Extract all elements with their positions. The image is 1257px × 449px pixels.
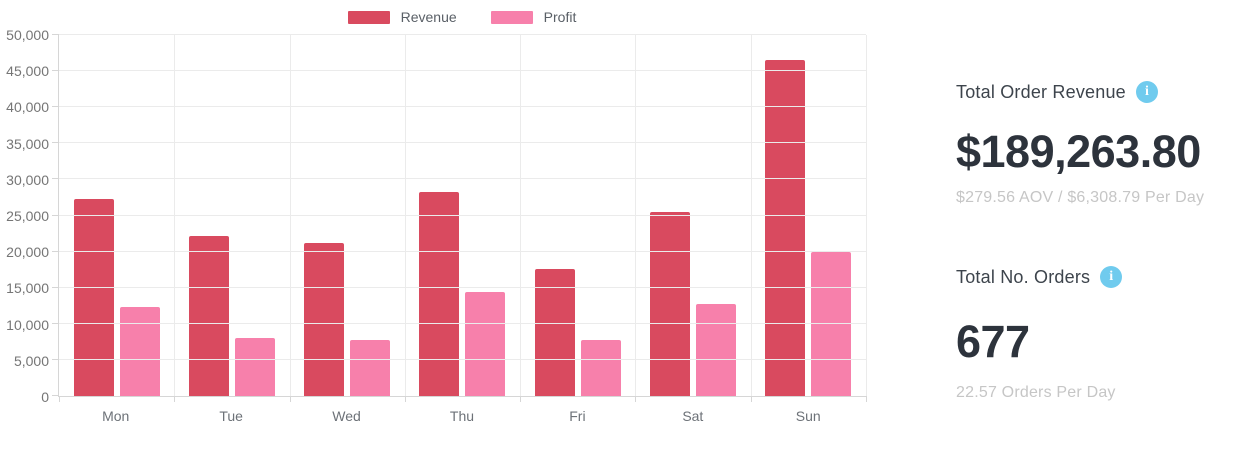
bar-group-mon — [59, 35, 174, 396]
x-label-sat: Sat — [682, 408, 704, 424]
bar-group-sat — [635, 35, 750, 396]
bar-group-thu — [405, 35, 520, 396]
y-tick-label: 5,000 — [13, 352, 49, 369]
x-label-fri: Fri — [569, 408, 586, 424]
total-no-orders-value: 677 — [956, 316, 1030, 367]
gridline-horizontal — [59, 70, 866, 72]
gridline-vertical — [289, 35, 291, 396]
gridline-horizontal — [59, 286, 866, 288]
total-order-revenue-value: $189,263.80 — [956, 126, 1201, 177]
y-tick-mark — [52, 322, 59, 324]
y-tick-mark — [52, 358, 59, 360]
y-tick-label: 50,000 — [6, 27, 49, 43]
x-tick-mark — [866, 396, 867, 402]
bar-profit-mon[interactable] — [119, 307, 160, 396]
bar-profit-tue[interactable] — [234, 337, 275, 396]
y-tick-mark — [52, 214, 59, 216]
plot-area — [52, 34, 867, 402]
x-tick-mark — [289, 396, 291, 402]
gridline-horizontal — [59, 322, 866, 324]
gridline-horizontal — [59, 178, 866, 180]
bar-group-fri — [520, 35, 635, 396]
x-label-thu: Thu — [449, 408, 475, 424]
gridline-horizontal — [59, 34, 866, 35]
x-tick-mark — [59, 396, 60, 402]
gridline-horizontal — [59, 358, 866, 360]
gridline-vertical — [404, 35, 406, 396]
chart-legend: Revenue Profit — [58, 7, 866, 27]
y-tick-label: 10,000 — [6, 316, 49, 333]
legend-swatch-icon — [347, 10, 390, 24]
bar-group-wed — [290, 35, 405, 396]
weekday-revenue-profit-chart: Revenue Profit 0 5,000 10,000 15,000 20,000 25… — [0, 7, 867, 424]
y-tick-label: 45,000 — [6, 63, 49, 80]
y-tick-mark — [52, 106, 59, 108]
y-tick-mark — [52, 34, 59, 35]
y-tick-label: 40,000 — [6, 99, 49, 116]
gridline-horizontal — [59, 250, 866, 252]
total-order-revenue-subtitle: $279.56 AOV / $6,308.79 Per Day — [956, 189, 1205, 206]
y-tick-label: 25,000 — [6, 208, 49, 224]
gridline-horizontal — [59, 214, 866, 216]
legend-item-profit[interactable]: Profit — [490, 9, 577, 25]
bar-profit-sat[interactable] — [696, 303, 737, 396]
y-tick-mark — [52, 395, 59, 396]
bar-revenue-sat[interactable] — [650, 211, 691, 396]
legend-label: Profit — [543, 9, 577, 25]
x-label-mon: Mon — [102, 408, 130, 424]
gridline-vertical — [520, 35, 522, 396]
gridline-vertical — [174, 35, 176, 396]
bar-revenue-thu[interactable] — [419, 191, 460, 396]
legend-label: Revenue — [400, 9, 457, 25]
bar-profit-sun[interactable] — [811, 252, 852, 396]
legend-swatch-icon — [490, 10, 533, 24]
gridline-horizontal — [59, 106, 866, 108]
x-label-tue: Tue — [219, 408, 243, 424]
legend-item-revenue[interactable]: Revenue — [347, 9, 457, 25]
y-tick-mark — [52, 142, 59, 144]
y-tick-mark — [52, 178, 59, 180]
bar-revenue-sun[interactable] — [765, 60, 806, 396]
total-order-revenue-title: Total Order Revenue — [956, 81, 1126, 102]
total-no-orders-title: Total No. Orders — [956, 266, 1091, 287]
info-icon[interactable]: i — [1135, 81, 1158, 103]
total-order-revenue-header: Total Order Revenue i — [956, 81, 1158, 103]
bars-layer — [59, 35, 866, 396]
x-tick-mark — [174, 396, 176, 402]
gridline-vertical — [635, 35, 637, 396]
bar-group-sun — [751, 35, 866, 396]
x-label-sun: Sun — [795, 408, 821, 424]
gridline-vertical — [750, 35, 752, 396]
y-tick-mark — [52, 286, 59, 288]
bar-profit-wed[interactable] — [350, 339, 391, 396]
x-tick-mark — [520, 396, 522, 402]
bar-revenue-tue[interactable] — [188, 236, 229, 396]
stats-panel: Total Order Revenue i $189,263.80 $279.5… — [956, 0, 1256, 449]
y-tick-label: 35,000 — [6, 135, 49, 152]
x-tick-mark — [404, 396, 406, 402]
info-icon[interactable]: i — [1100, 266, 1123, 288]
bar-revenue-mon[interactable] — [73, 198, 114, 396]
bar-revenue-fri[interactable] — [534, 268, 575, 396]
bar-profit-thu[interactable] — [465, 292, 506, 396]
y-tick-label: 0 — [41, 389, 49, 405]
bar-revenue-wed[interactable] — [304, 242, 345, 396]
gridline-horizontal — [59, 142, 866, 144]
y-tick-label: 15,000 — [6, 280, 49, 297]
x-tick-mark — [635, 396, 637, 402]
total-no-orders-subtitle: 22.57 Orders Per Day — [956, 384, 1116, 401]
y-tick-label: 30,000 — [6, 171, 49, 188]
x-axis-labels: Mon Tue Wed Thu Fri Sat Sun — [58, 408, 866, 424]
y-tick-mark — [52, 250, 59, 252]
gridline-vertical — [866, 35, 867, 396]
y-tick-mark — [52, 70, 59, 72]
total-no-orders-header: Total No. Orders i — [956, 266, 1123, 288]
y-tick-label: 20,000 — [6, 244, 49, 261]
bar-profit-fri[interactable] — [580, 340, 621, 396]
bar-group-tue — [174, 35, 289, 396]
y-axis-labels: 0 5,000 10,000 15,000 20,000 25,000 30,000 35,0… — [0, 27, 49, 405]
x-tick-mark — [750, 396, 752, 402]
x-label-wed: Wed — [332, 408, 361, 424]
